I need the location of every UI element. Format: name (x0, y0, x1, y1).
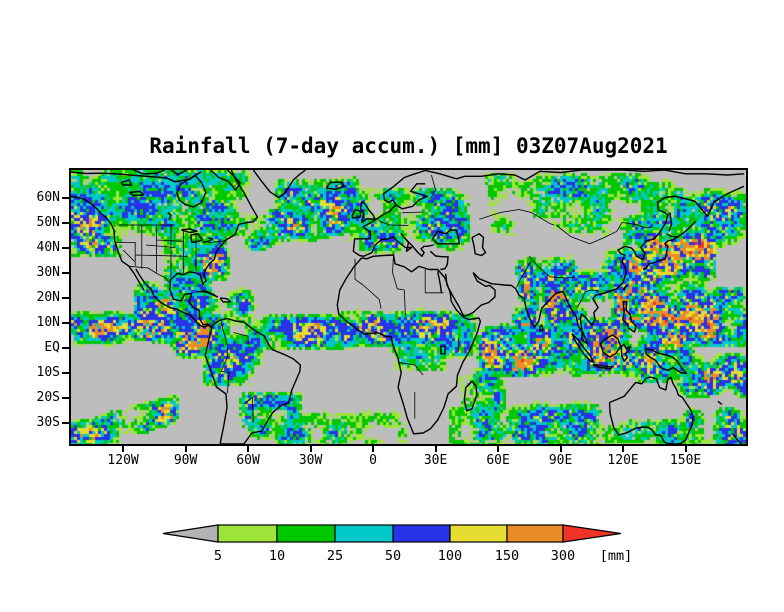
lon-tick (184, 446, 187, 452)
lat-tick-label: 30S (36, 414, 60, 430)
lon-tick-label: 120E (607, 453, 639, 468)
lon-tick-label: 90W (173, 453, 198, 468)
colorbar-segment (276, 524, 336, 543)
lat-tick-label: 40N (36, 239, 60, 255)
map-panel (69, 168, 748, 446)
lat-tick-label: 10N (36, 314, 60, 330)
lon-tick (247, 446, 250, 452)
lat-tick (62, 246, 69, 249)
lat-tick (62, 196, 69, 199)
lat-tick-label: 20N (36, 289, 60, 305)
colorbar-tick-label: 50 (385, 548, 401, 564)
colorbar-tick-label: 300 (551, 548, 575, 564)
colorbar-legend: 5 10 25 50 100 150 300 [mm] (162, 524, 633, 564)
lon-tick-label: 60W (236, 453, 260, 468)
lat-tick (62, 296, 69, 299)
lat-tick-label: 50N (36, 214, 60, 230)
lon-tick-label: 120W (107, 453, 139, 468)
coastlines-path (71, 170, 745, 444)
lon-tick (497, 446, 500, 452)
lon-tick (309, 446, 312, 452)
lon-tick (684, 446, 687, 452)
lat-tick-label: EQ (44, 339, 60, 355)
colorbar-segment (334, 524, 394, 543)
lon-tick-label: 30W (298, 453, 323, 468)
lat-tick (62, 221, 69, 224)
colorbar-unit-label: [mm] (600, 548, 633, 564)
lat-tick-label: 60N (36, 189, 60, 205)
lon-tick (372, 446, 375, 452)
lon-tick-label: 90E (548, 453, 573, 468)
lat-tick (62, 396, 69, 399)
lat-tick (62, 321, 69, 324)
coastlines-overlay (71, 170, 745, 444)
chart-title: Rainfall (7-day accum.) [mm] 03Z07Aug202… (149, 134, 668, 158)
lat-tick (62, 346, 69, 349)
lat-tick-label: 30N (36, 264, 60, 280)
colorbar-segment (217, 524, 278, 543)
colorbar-tick-label: 25 (327, 548, 343, 564)
colorbar-arrow-above-max (562, 524, 622, 543)
lat-tick (62, 271, 69, 274)
lon-tick (559, 446, 562, 452)
colorbar-tick-label: 5 (214, 548, 222, 564)
lon-tick-label: 0 (369, 453, 377, 468)
lon-tick-label: 30E (423, 453, 448, 468)
lon-tick-label: 150E (669, 453, 702, 468)
lon-tick-label: 60E (486, 453, 510, 468)
rainfall-field-canvas (71, 170, 746, 444)
lat-tick (62, 371, 69, 374)
lon-tick (434, 446, 437, 452)
colorbar-arrow-below-min (162, 524, 219, 543)
colorbar-segment (392, 524, 451, 543)
colorbar-segment (506, 524, 564, 543)
lon-tick (122, 446, 125, 452)
colorbar-tick-label: 10 (269, 548, 285, 564)
country-state-borders-path (114, 174, 653, 423)
colorbar-segment (449, 524, 508, 543)
lon-tick (622, 446, 625, 452)
colorbar-tick-label: 100 (438, 548, 462, 564)
lat-tick (62, 421, 69, 424)
colorbar-tick-label: 150 (495, 548, 519, 564)
lat-tick-label: 20S (36, 389, 60, 405)
lat-tick-label: 10S (36, 364, 60, 380)
